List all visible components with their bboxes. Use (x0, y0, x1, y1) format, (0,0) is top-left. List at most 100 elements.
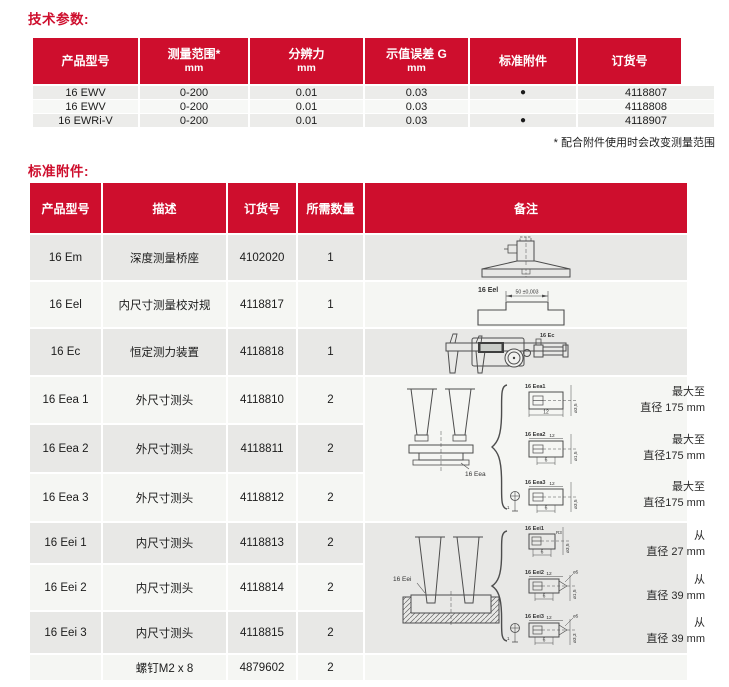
min-diameter-note: 从 直径 39 mm (646, 573, 705, 605)
length-dim: 12 (546, 615, 552, 621)
diameter-dim: ø1,5 (573, 451, 579, 461)
caliper-drawing: 16 Ec (445, 333, 569, 374)
inside-probes-drawing: 16 Eei 16 Eei1 (393, 526, 579, 645)
resolution-cell: 0.01 (250, 86, 363, 99)
header-label: 测量范围* (167, 46, 221, 61)
probe-label: 16 Eea2 (525, 432, 546, 438)
model-cell (30, 655, 101, 680)
description-cell: 外尺寸测头 (103, 425, 226, 472)
quantity-cell: 2 (298, 565, 363, 610)
note-line: 从 (694, 574, 705, 586)
remark-cell-outside-probes: 16 Eea 16 Eea1 (365, 377, 705, 521)
model-cell: 16 Eea 2 (30, 425, 101, 472)
outside-probes-drawing: 16 Eea 16 Eea1 (407, 384, 579, 513)
probe-label: 16 Eea3 (525, 480, 546, 486)
tech-header-range: 测量范围* mm (140, 38, 248, 84)
quantity-cell: 2 (298, 655, 363, 680)
max-diameter-note: 最大至 直径 175 mm (640, 385, 705, 417)
note-line: 直径 27 mm (646, 545, 705, 558)
eea2-thumbnail: 16 Eea2 12 6 ø1,5 (525, 432, 579, 465)
accessories-table: 产品型号 描述 订货号 所需数量 备注 16 Em 深度测量桥座 4102020… (30, 183, 705, 680)
inside-probe-group-label: 16 Eei (393, 576, 411, 583)
width-dim: 6 (543, 594, 546, 600)
stem-dim: 1 (507, 505, 510, 510)
min-diameter-note: 从 直径 39 mm (646, 616, 705, 648)
acc-header-model: 产品型号 (30, 183, 101, 233)
tip-dim: ø5 (573, 614, 579, 619)
diameter-dim: ø3,5 (565, 543, 571, 553)
header-label: 订货号 (611, 53, 648, 68)
eei2-thumbnail: 16 Eei2 12 ø5 6 ø1,5 (525, 570, 579, 601)
note-line: 最大至 (672, 386, 705, 398)
acc-header-quantity: 所需数量 (298, 183, 363, 233)
quantity-cell: 2 (298, 377, 363, 423)
order-no-cell: 4879602 (228, 655, 296, 680)
gauge-dimension: 50 ±0,003 (515, 289, 538, 295)
diameter-dim: ø1,5 (572, 589, 578, 599)
tech-header-order-no: 订货号 (578, 38, 681, 84)
acc-header-remarks: 备注 (365, 183, 687, 233)
note-line: 最大至 (672, 434, 705, 446)
depth-bridge-drawing (481, 236, 571, 277)
eei3-thumbnail: 16 Eei3 12 ø5 6 ø3,3 1 (507, 614, 579, 645)
order-no-cell: 4118815 (228, 612, 296, 653)
header-label: 分辨力 (288, 46, 325, 61)
header-unit: mm (184, 61, 204, 74)
standard-accessory-dot (470, 100, 576, 113)
model-cell: 16 Ec (30, 329, 101, 375)
tech-header-model: 产品型号 (33, 38, 138, 84)
eea3-thumbnail: 16 Eea3 12 6 ø3,5 1 (507, 480, 579, 513)
eei1-thumbnail: 16 Eei1 R3 6 ø3,5 (525, 526, 571, 557)
remark-cell-depth-bridge (365, 235, 687, 280)
range-cell: 0-200 (140, 86, 248, 99)
diameter-dim: ø3,5 (573, 403, 579, 413)
order-no-cell: 4118818 (228, 329, 296, 375)
quantity-cell: 1 (298, 329, 363, 375)
max-diameter-note: 最大至 直径175 mm (643, 480, 705, 512)
width-dim: 6 (545, 458, 548, 464)
model-cell: 16 Eel (30, 282, 101, 327)
model-cell: 16 EWRi-V (33, 114, 138, 127)
range-cell: 0-200 (140, 100, 248, 113)
error-cell: 0.03 (365, 86, 468, 99)
header-unit: mm (407, 61, 426, 74)
error-cell: 0.03 (365, 100, 468, 113)
tip-dim: ø5 (573, 570, 579, 575)
order-no-cell: 4118817 (228, 282, 296, 327)
eea1-thumbnail: 16 Eea1 12 ø3,5 (525, 384, 579, 417)
diameter-dim: ø3,5 (573, 499, 579, 509)
standard-accessory-dot: ● (470, 114, 576, 127)
order-no-cell: 4102020 (228, 235, 296, 280)
probe-label: 16 Eei1 (525, 526, 544, 532)
quantity-cell: 1 (298, 282, 363, 327)
tech-header-standard: 标准附件 (470, 38, 576, 84)
description-cell: 外尺寸测头 (103, 474, 226, 521)
description-cell: 深度测量桥座 (103, 235, 226, 280)
description-cell: 内尺寸测头 (103, 565, 226, 610)
length-dim: 12 (549, 433, 555, 439)
resolution-cell: 0.01 (250, 114, 363, 127)
diameter-dim: ø3,3 (572, 633, 578, 643)
description-cell: 螺钉M2 x 8 (103, 655, 226, 680)
order-no-cell: 4118811 (228, 425, 296, 472)
model-cell: 16 Eei 1 (30, 523, 101, 563)
remark-cell-setting-gauge: 16 Eel 50 ±0,003 (365, 282, 687, 327)
section-title-standard-accessories: 标准附件: (28, 164, 89, 179)
order-no-cell: 4118814 (228, 565, 296, 610)
quantity-cell: 2 (298, 523, 363, 563)
quantity-cell: 2 (298, 425, 363, 472)
order-no-cell: 4118808 (578, 100, 714, 113)
order-no-cell: 4118813 (228, 523, 296, 563)
probe-label: 16 Eei3 (525, 614, 544, 620)
width-dim: 6 (541, 550, 544, 556)
description-cell: 内尺寸测头 (103, 523, 226, 563)
width-dim: 6 (543, 638, 546, 644)
range-cell: 0-200 (140, 114, 248, 127)
tech-header-resolution: 分辨力 mm (250, 38, 363, 84)
header-label: 示值误差 G (386, 46, 447, 61)
resolution-cell: 0.01 (250, 100, 363, 113)
order-no-cell: 4118812 (228, 474, 296, 521)
note-line: 直径175 mm (643, 496, 705, 509)
